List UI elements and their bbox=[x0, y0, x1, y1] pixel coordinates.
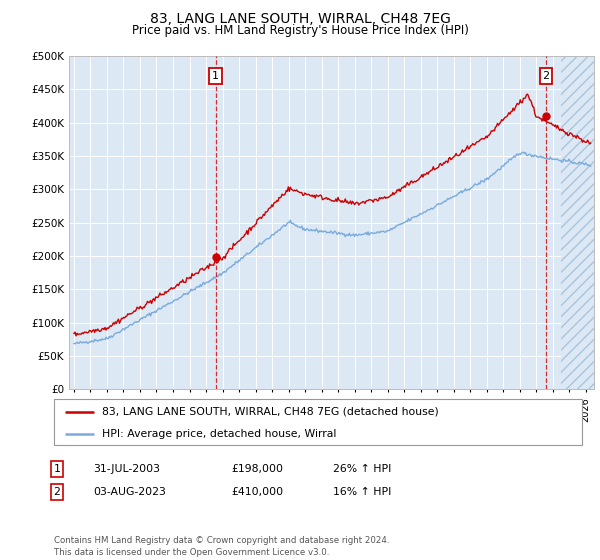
Text: £198,000: £198,000 bbox=[231, 464, 283, 474]
Text: 1: 1 bbox=[212, 71, 219, 81]
Text: 83, LANG LANE SOUTH, WIRRAL, CH48 7EG (detached house): 83, LANG LANE SOUTH, WIRRAL, CH48 7EG (d… bbox=[101, 407, 438, 417]
Text: 03-AUG-2023: 03-AUG-2023 bbox=[93, 487, 166, 497]
Text: Contains HM Land Registry data © Crown copyright and database right 2024.
This d: Contains HM Land Registry data © Crown c… bbox=[54, 536, 389, 557]
Text: 1: 1 bbox=[53, 464, 61, 474]
Text: Price paid vs. HM Land Registry's House Price Index (HPI): Price paid vs. HM Land Registry's House … bbox=[131, 24, 469, 37]
Text: £410,000: £410,000 bbox=[231, 487, 283, 497]
Text: 16% ↑ HPI: 16% ↑ HPI bbox=[333, 487, 391, 497]
Text: 2: 2 bbox=[542, 71, 550, 81]
Bar bbox=[561, 56, 594, 389]
Text: 83, LANG LANE SOUTH, WIRRAL, CH48 7EG: 83, LANG LANE SOUTH, WIRRAL, CH48 7EG bbox=[149, 12, 451, 26]
Text: 31-JUL-2003: 31-JUL-2003 bbox=[93, 464, 160, 474]
Text: 26% ↑ HPI: 26% ↑ HPI bbox=[333, 464, 391, 474]
Text: HPI: Average price, detached house, Wirral: HPI: Average price, detached house, Wirr… bbox=[101, 429, 336, 438]
Text: 2: 2 bbox=[53, 487, 61, 497]
FancyBboxPatch shape bbox=[54, 399, 582, 445]
